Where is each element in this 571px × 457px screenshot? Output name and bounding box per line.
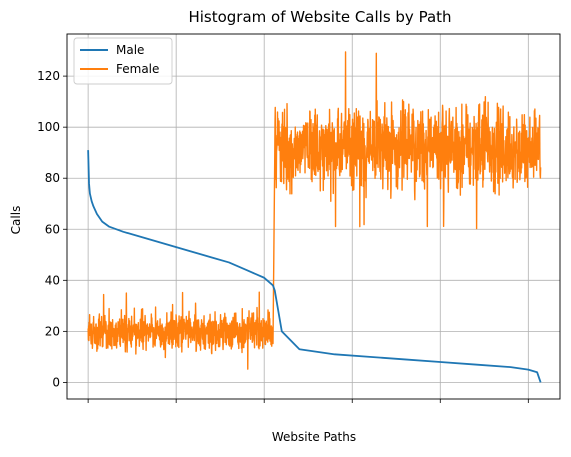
grid-lines bbox=[67, 34, 560, 399]
y-axis-label: Calls bbox=[9, 206, 23, 235]
legend-label-female: Female bbox=[116, 62, 159, 76]
y-tick-label: 80 bbox=[45, 171, 60, 185]
plot-frame bbox=[66, 33, 561, 400]
y-tick-label: 0 bbox=[52, 375, 60, 389]
x-axis-label: Website Paths bbox=[272, 430, 356, 444]
series-lines bbox=[87, 51, 542, 383]
axes: 0 20 40 60 80 100 120 bbox=[37, 33, 561, 403]
female-series-line bbox=[87, 51, 542, 370]
legend-label-male: Male bbox=[116, 43, 144, 57]
chart-title: Histogram of Website Calls by Path bbox=[188, 8, 451, 26]
y-tick-label: 60 bbox=[45, 222, 60, 236]
male-series-line bbox=[87, 150, 542, 383]
legend: Male Female bbox=[73, 37, 173, 85]
y-tick-label: 40 bbox=[45, 273, 60, 287]
y-tick-label: 100 bbox=[37, 120, 60, 134]
y-tick-label: 120 bbox=[37, 69, 60, 83]
y-tick-label: 20 bbox=[45, 324, 60, 338]
